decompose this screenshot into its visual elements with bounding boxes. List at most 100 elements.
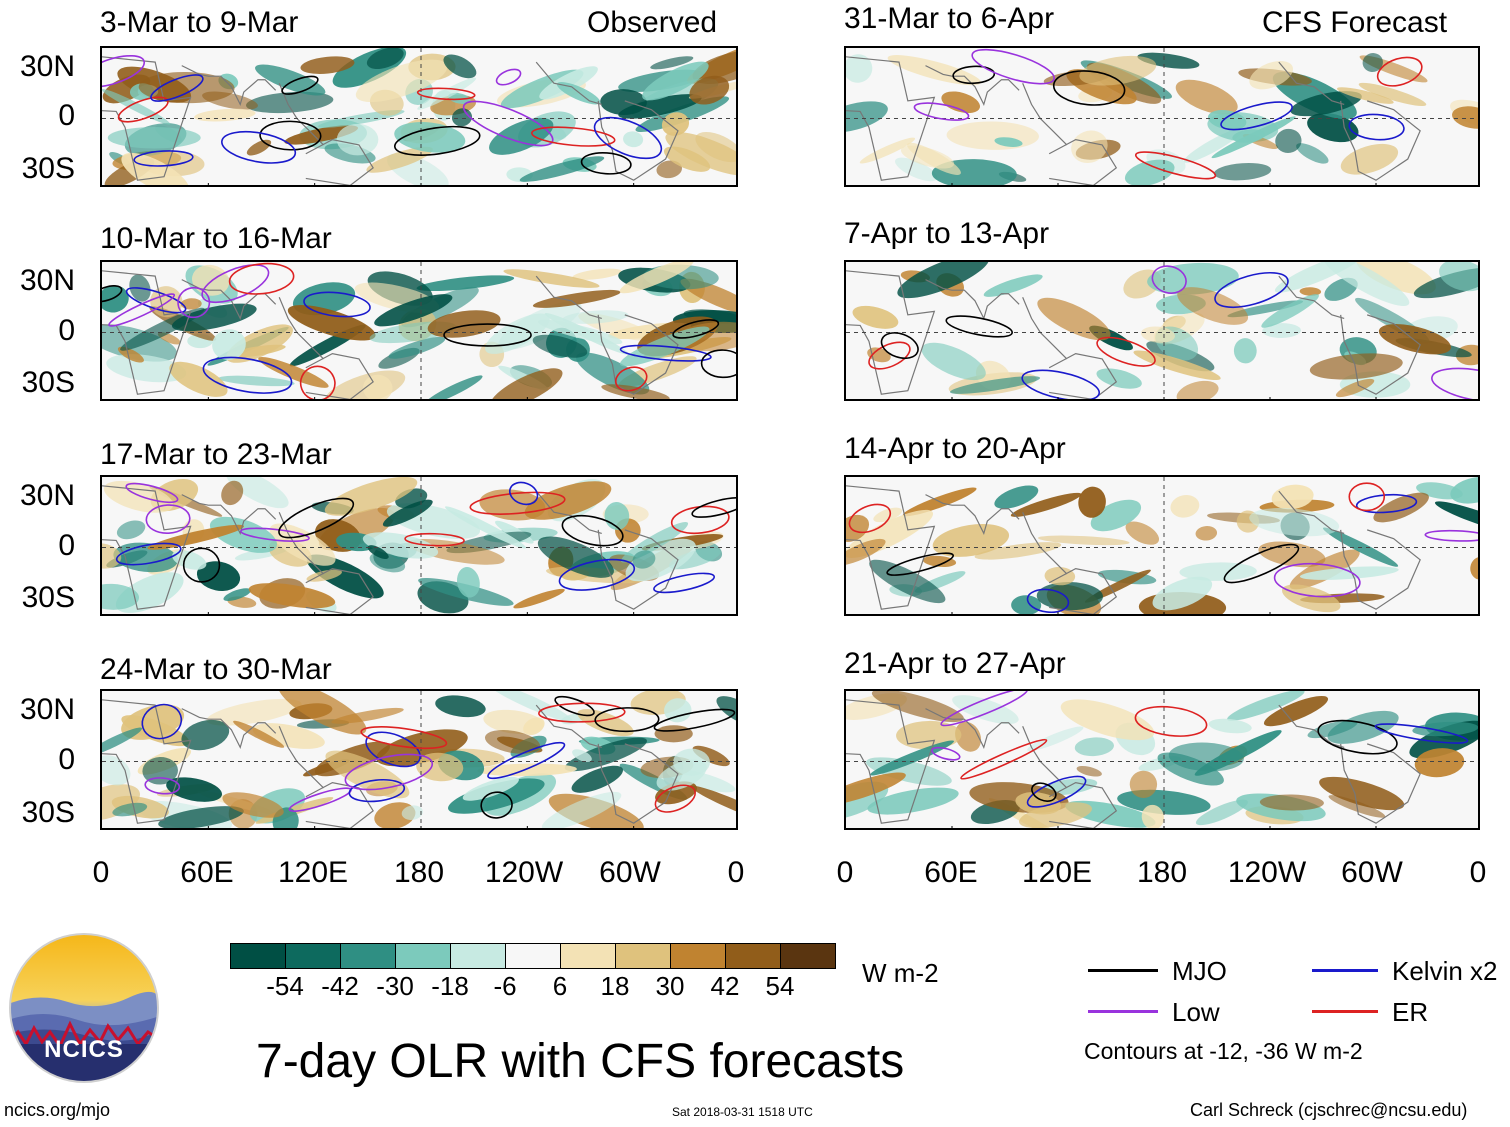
- olr-anomaly-blob: [846, 514, 870, 542]
- olr-anomaly-blob: [537, 536, 614, 578]
- olr-anomaly-blob: [287, 305, 376, 341]
- legend-line-er: [1312, 1010, 1378, 1013]
- coastline: [1278, 275, 1345, 319]
- olr-anomaly-blob: [873, 507, 903, 523]
- lat-label-eq: 0: [58, 529, 75, 562]
- lon-label: 60W: [599, 856, 661, 889]
- olr-anomaly-blob: [489, 117, 554, 155]
- olr-anomaly-blob: [435, 695, 486, 718]
- olr-anomaly-blob: [102, 583, 139, 610]
- olr-anomaly-blob: [221, 480, 244, 506]
- olr-anomaly-blob: [1450, 477, 1478, 504]
- olr-anomaly-blob: [1299, 287, 1322, 296]
- lat-label-30s: 30S: [21, 152, 75, 185]
- olr-anomaly-blob: [226, 477, 289, 509]
- olr-anomaly-blob: [1356, 262, 1436, 295]
- olr-anomaly-blob: [523, 717, 545, 736]
- olr-anomaly-blob: [456, 567, 480, 598]
- olr-anomaly-blob: [382, 499, 433, 527]
- wave-contour: [868, 341, 911, 370]
- legend-label-mjo: MJO: [1172, 956, 1227, 986]
- wave-contour: [538, 702, 626, 723]
- olr-anomaly-blob: [112, 802, 148, 817]
- forecast-tag: CFS Forecast: [1262, 6, 1448, 39]
- olr-map: [844, 689, 1480, 830]
- olr-anomaly-blob: [181, 719, 230, 751]
- olr-anomaly-blob: [922, 555, 957, 567]
- wave-contour: [177, 286, 211, 319]
- olr-anomaly-blob: [900, 145, 955, 169]
- wave-contour: [1348, 482, 1386, 512]
- legend-label-low: Low: [1172, 997, 1220, 1027]
- olr-map: [100, 689, 738, 830]
- wave-contour: [653, 572, 716, 594]
- lon-label: 60E: [180, 856, 234, 889]
- colorbar-swatch: [780, 943, 836, 969]
- wave-contour: [480, 791, 513, 819]
- olr-anomaly-blob: [1140, 326, 1175, 343]
- lon-label: 0: [836, 856, 854, 889]
- ncics-logo[interactable]: NCICS: [8, 932, 160, 1084]
- olr-anomaly-blob: [325, 750, 410, 799]
- olr-anomaly-blob: [180, 298, 202, 310]
- colorbar-swatch: [395, 943, 451, 969]
- olr-anomaly-blob: [166, 777, 222, 802]
- olr-anomaly-blob: [1076, 766, 1102, 777]
- olr-anomaly-blob: [1262, 323, 1302, 338]
- wave-contour: [593, 116, 663, 160]
- olr-anomaly-blob: [1019, 802, 1092, 828]
- wave-contour: [144, 777, 181, 795]
- footer-link[interactable]: ncics.org/mjo: [4, 1100, 111, 1120]
- wave-contour: [1355, 493, 1418, 514]
- colorbar-swatch: [340, 943, 396, 969]
- olr-anomaly-blob: [1414, 748, 1465, 778]
- coastline: [925, 494, 1020, 536]
- wave-contour: [228, 262, 295, 295]
- olr-anomaly-blob: [362, 374, 393, 399]
- olr-anomaly-blob: [142, 757, 178, 785]
- olr-anomaly-blob: [650, 56, 694, 70]
- olr-map: [844, 46, 1480, 187]
- olr-anomaly-blob: [532, 334, 588, 358]
- olr-map: [100, 475, 738, 616]
- olr-anomaly-blob: [695, 131, 736, 163]
- olr-anomaly-blob: [1137, 52, 1200, 69]
- olr-anomaly-field: [846, 48, 1478, 185]
- olr-anomaly-blob: [258, 357, 329, 388]
- olr-anomaly-blob: [369, 552, 406, 573]
- olr-anomaly-field: [102, 48, 736, 185]
- wave-contour: [1026, 588, 1070, 614]
- olr-anomaly-blob: [120, 307, 205, 351]
- olr-anomaly-blob: [1227, 691, 1305, 721]
- olr-anomaly-blob: [1282, 584, 1341, 613]
- wave-contour: [182, 547, 221, 583]
- olr-anomaly-blob: [1309, 353, 1403, 380]
- wave-contour: [653, 708, 736, 732]
- coastline: [1048, 782, 1118, 828]
- olr-anomaly-blob: [661, 112, 690, 136]
- olr-anomaly-blob: [1177, 287, 1249, 325]
- olr-anomaly-blob: [1319, 776, 1405, 811]
- olr-anomaly-blob: [1261, 294, 1319, 328]
- olr-anomaly-blob: [1125, 521, 1160, 545]
- coastline: [535, 275, 602, 319]
- wave-contour: [931, 746, 961, 761]
- olr-anomaly-blob: [1296, 143, 1329, 164]
- olr-anomaly-blob: [1232, 129, 1266, 143]
- wave-contour: [125, 287, 187, 314]
- olr-anomaly-blob: [103, 480, 174, 513]
- olr-anomaly-blob: [1195, 526, 1218, 541]
- olr-anomaly-blob: [1358, 82, 1427, 107]
- olr-anomaly-blob: [642, 61, 709, 101]
- olr-anomaly-blob: [1090, 499, 1142, 532]
- wave-contour: [1376, 56, 1423, 87]
- olr-anomaly-blob: [539, 66, 598, 100]
- coastline: [925, 279, 1020, 321]
- legend-line-low: [1088, 1010, 1158, 1013]
- olr-anomaly-blob: [519, 156, 605, 182]
- olr-anomaly-blob: [1195, 799, 1248, 826]
- wave-contour: [971, 48, 1055, 85]
- olr-anomaly-blob: [416, 752, 464, 782]
- olr-anomaly-blob: [556, 82, 601, 105]
- wave-contour: [348, 778, 406, 803]
